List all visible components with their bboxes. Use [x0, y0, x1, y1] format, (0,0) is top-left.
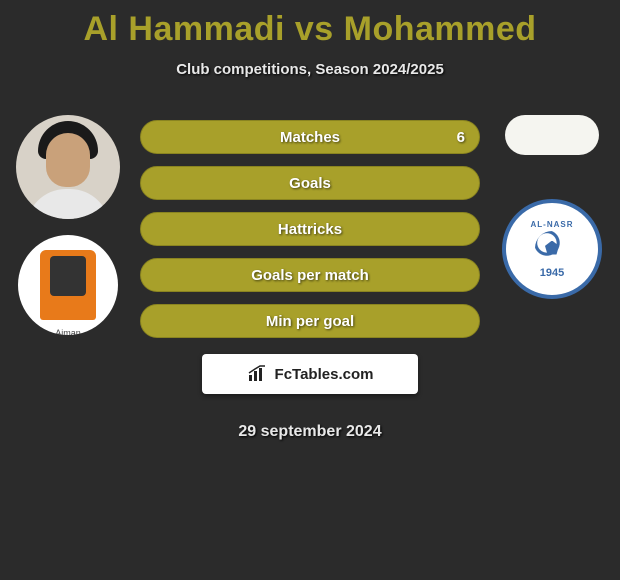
stat-bar-goals: Goals [140, 166, 480, 200]
stat-label: Goals per match [251, 267, 369, 284]
stat-bar-min-per-goal: Min per goal [140, 304, 480, 338]
chart-icon [247, 365, 269, 383]
stat-bar-matches: Matches 6 [140, 120, 480, 154]
stat-label: Goals [289, 175, 331, 192]
stat-right-value: 6 [457, 129, 465, 146]
branding-text: FcTables.com [275, 366, 374, 383]
ajman-logo-icon [40, 250, 96, 320]
stat-bar-hattricks: Hattricks [140, 212, 480, 246]
player-left-avatar [16, 115, 120, 219]
stat-bar-goals-per-match: Goals per match [140, 258, 480, 292]
stat-label: Hattricks [278, 221, 342, 238]
page-title: Al Hammadi vs Mohammed [0, 0, 620, 49]
player-right-avatar [505, 115, 599, 155]
stat-label: Min per goal [266, 313, 354, 330]
subtitle: Club competitions, Season 2024/2025 [0, 61, 620, 78]
club-logo-right: AL-NASR 1945 [502, 199, 602, 299]
club-year: 1945 [531, 267, 574, 279]
date-label: 29 september 2024 [0, 423, 620, 441]
player-left-column [8, 115, 128, 335]
branding-badge: FcTables.com [202, 354, 418, 394]
alnasr-logo-icon: AL-NASR 1945 [531, 220, 574, 279]
player-right-column: AL-NASR 1945 [492, 115, 612, 299]
stat-label: Matches [280, 129, 340, 146]
stat-bars: Matches 6 Goals Hattricks Goals per matc… [140, 120, 480, 394]
club-logo-left [18, 235, 118, 335]
